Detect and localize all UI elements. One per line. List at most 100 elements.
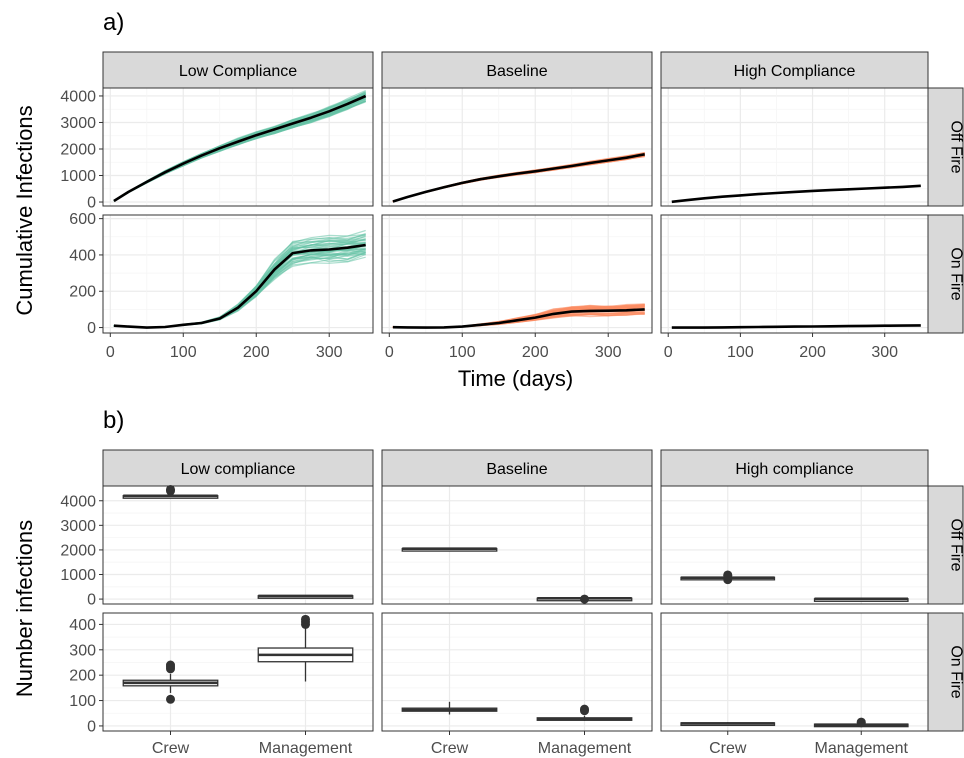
y-tick-label: 3000 bbox=[60, 518, 96, 535]
box-plot bbox=[257, 594, 354, 599]
facet-panel bbox=[102, 612, 374, 732]
panel-border bbox=[102, 214, 374, 334]
y-tick-label: 4000 bbox=[60, 88, 96, 105]
mean-line bbox=[671, 184, 921, 204]
x-tick-label: 0 bbox=[106, 344, 115, 361]
facet-strip-row bbox=[927, 87, 964, 207]
facet-strip-column bbox=[102, 51, 374, 89]
y-tick-label: 300 bbox=[69, 642, 96, 659]
facet-panel bbox=[660, 612, 929, 732]
outlier-point bbox=[723, 570, 733, 580]
facet-panel bbox=[660, 485, 929, 605]
x-tick-label: Management bbox=[815, 740, 909, 757]
box-plot bbox=[122, 484, 219, 499]
y-tick-label: 0 bbox=[87, 592, 96, 609]
box-plot bbox=[813, 597, 909, 602]
facet-panel bbox=[102, 87, 374, 207]
panel-border bbox=[381, 485, 653, 605]
outlier-point bbox=[856, 717, 866, 727]
x-tick-label: 0 bbox=[385, 344, 394, 361]
y-tick-label: 100 bbox=[69, 693, 96, 710]
figure-label: a) bbox=[103, 9, 124, 36]
facet-panel bbox=[381, 612, 653, 732]
facet-strip-label: Off Fire bbox=[948, 120, 964, 173]
panel-border bbox=[102, 485, 374, 605]
outlier-point bbox=[580, 704, 589, 714]
panel-background bbox=[661, 215, 928, 333]
panel-background bbox=[382, 486, 652, 604]
facet-panel bbox=[102, 214, 374, 334]
panel-background bbox=[661, 486, 928, 604]
facet-strip-label: Off Fire bbox=[948, 518, 964, 571]
mean-line bbox=[671, 324, 921, 329]
y-axis-title: Number infections bbox=[12, 520, 37, 697]
x-tick-label: 100 bbox=[170, 344, 197, 361]
facet-strip-column bbox=[381, 51, 653, 89]
facet-panel bbox=[381, 87, 653, 207]
facet-strip-label: On Fire bbox=[948, 645, 964, 698]
outlier-point bbox=[166, 694, 175, 704]
x-tick-label: Crew bbox=[431, 740, 469, 757]
x-tick-label: Crew bbox=[152, 740, 190, 757]
panel-border bbox=[381, 87, 653, 207]
panel-border bbox=[660, 612, 929, 732]
facet-strip-label: On Fire bbox=[948, 247, 964, 300]
facet-strip-row bbox=[927, 612, 964, 732]
y-tick-label: 1000 bbox=[60, 168, 96, 185]
x-tick-label: 200 bbox=[522, 344, 549, 361]
x-tick-label: 200 bbox=[243, 344, 270, 361]
panel-background bbox=[382, 88, 652, 206]
box-plot bbox=[257, 614, 354, 682]
panel-border bbox=[102, 612, 374, 732]
facet-strip-label: High compliance bbox=[735, 461, 853, 478]
panel-border bbox=[381, 612, 653, 732]
mean-line bbox=[113, 94, 367, 203]
x-tick-label: Management bbox=[538, 740, 632, 757]
outlier-point bbox=[301, 614, 310, 624]
box-plot bbox=[536, 704, 633, 721]
panel-border bbox=[381, 214, 653, 334]
facet-strip-label: Low Compliance bbox=[179, 63, 297, 80]
facet-strip-label: High Compliance bbox=[734, 63, 856, 80]
x-tick-label: 100 bbox=[727, 344, 754, 361]
x-tick-label: Crew bbox=[709, 740, 747, 757]
outlier-point bbox=[580, 594, 589, 604]
facet-panel bbox=[381, 485, 653, 605]
x-tick-label: 300 bbox=[871, 344, 898, 361]
x-tick-label: 300 bbox=[595, 344, 622, 361]
y-axis-title: Cumulative Infections bbox=[12, 105, 37, 315]
panel-background bbox=[103, 486, 373, 604]
panel-border bbox=[660, 87, 929, 207]
facet-panel bbox=[660, 87, 929, 207]
y-tick-label: 2000 bbox=[60, 141, 96, 158]
x-tick-label: 200 bbox=[799, 344, 826, 361]
x-tick-label: 300 bbox=[316, 344, 343, 361]
x-axis-title: Time (days) bbox=[458, 366, 573, 391]
panel-background bbox=[103, 215, 373, 333]
mean-line bbox=[392, 308, 645, 329]
y-tick-label: 400 bbox=[69, 247, 96, 264]
facet-strip-label: Baseline bbox=[486, 63, 547, 80]
x-tick-label: 100 bbox=[449, 344, 476, 361]
facet-panel bbox=[102, 484, 374, 605]
y-tick-label: 1000 bbox=[60, 567, 96, 584]
panel-border bbox=[102, 87, 374, 207]
y-tick-label: 3000 bbox=[60, 115, 96, 132]
facet-strip-column bbox=[660, 51, 929, 89]
x-tick-label: 0 bbox=[664, 344, 673, 361]
y-tick-label: 0 bbox=[87, 320, 96, 337]
box-plot bbox=[680, 570, 776, 585]
box-plot bbox=[536, 594, 633, 604]
x-tick-label: Management bbox=[259, 740, 353, 757]
y-tick-label: 400 bbox=[69, 617, 96, 634]
facet-panel bbox=[381, 214, 653, 334]
facet-strip-label: Low compliance bbox=[181, 461, 296, 478]
outlier-point bbox=[166, 484, 175, 494]
y-tick-label: 600 bbox=[69, 211, 96, 228]
y-tick-label: 200 bbox=[69, 668, 96, 685]
y-tick-label: 2000 bbox=[60, 542, 96, 559]
box-plot bbox=[813, 717, 909, 728]
mean-line bbox=[113, 243, 366, 329]
facet-strip-column bbox=[660, 449, 929, 487]
